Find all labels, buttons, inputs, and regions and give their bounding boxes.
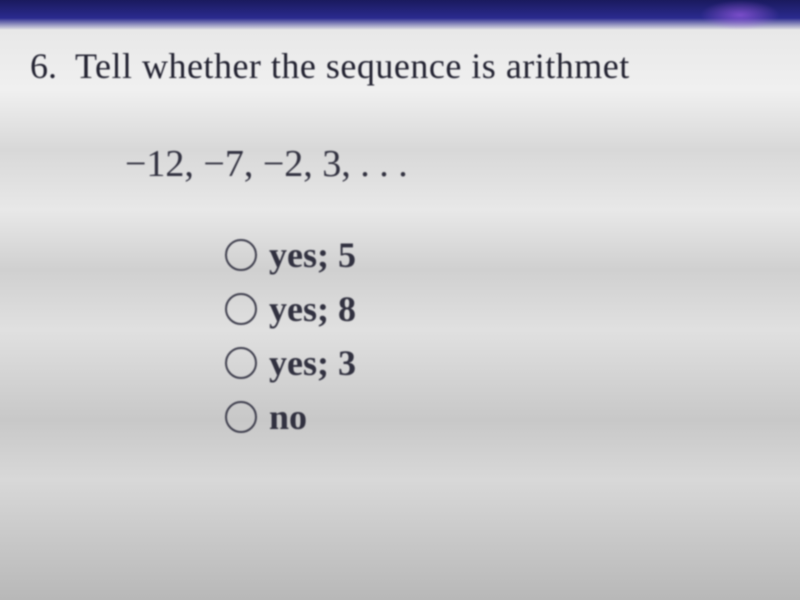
question-text: Tell whether the sequence is arithmet bbox=[75, 45, 630, 87]
option-1[interactable]: yes; 5 bbox=[225, 234, 770, 276]
option-label: yes; 3 bbox=[269, 342, 356, 384]
option-4[interactable]: no bbox=[225, 396, 770, 438]
quiz-content: 6. Tell whether the sequence is arithmet… bbox=[0, 0, 800, 495]
radio-icon bbox=[225, 347, 257, 379]
radio-icon bbox=[225, 401, 257, 433]
option-label: yes; 8 bbox=[269, 288, 356, 330]
question-number: 6. bbox=[30, 45, 57, 87]
option-label: yes; 5 bbox=[269, 234, 356, 276]
radio-icon bbox=[225, 239, 257, 271]
option-2[interactable]: yes; 8 bbox=[225, 288, 770, 330]
options-group: yes; 5 yes; 8 yes; 3 no bbox=[225, 234, 770, 438]
question-line: 6. Tell whether the sequence is arithmet bbox=[30, 45, 770, 87]
screen-glow bbox=[700, 0, 780, 30]
radio-icon bbox=[225, 293, 257, 325]
option-3[interactable]: yes; 3 bbox=[225, 342, 770, 384]
option-label: no bbox=[269, 396, 307, 438]
sequence-display: −12, −7, −2, 3, . . . bbox=[125, 142, 770, 186]
